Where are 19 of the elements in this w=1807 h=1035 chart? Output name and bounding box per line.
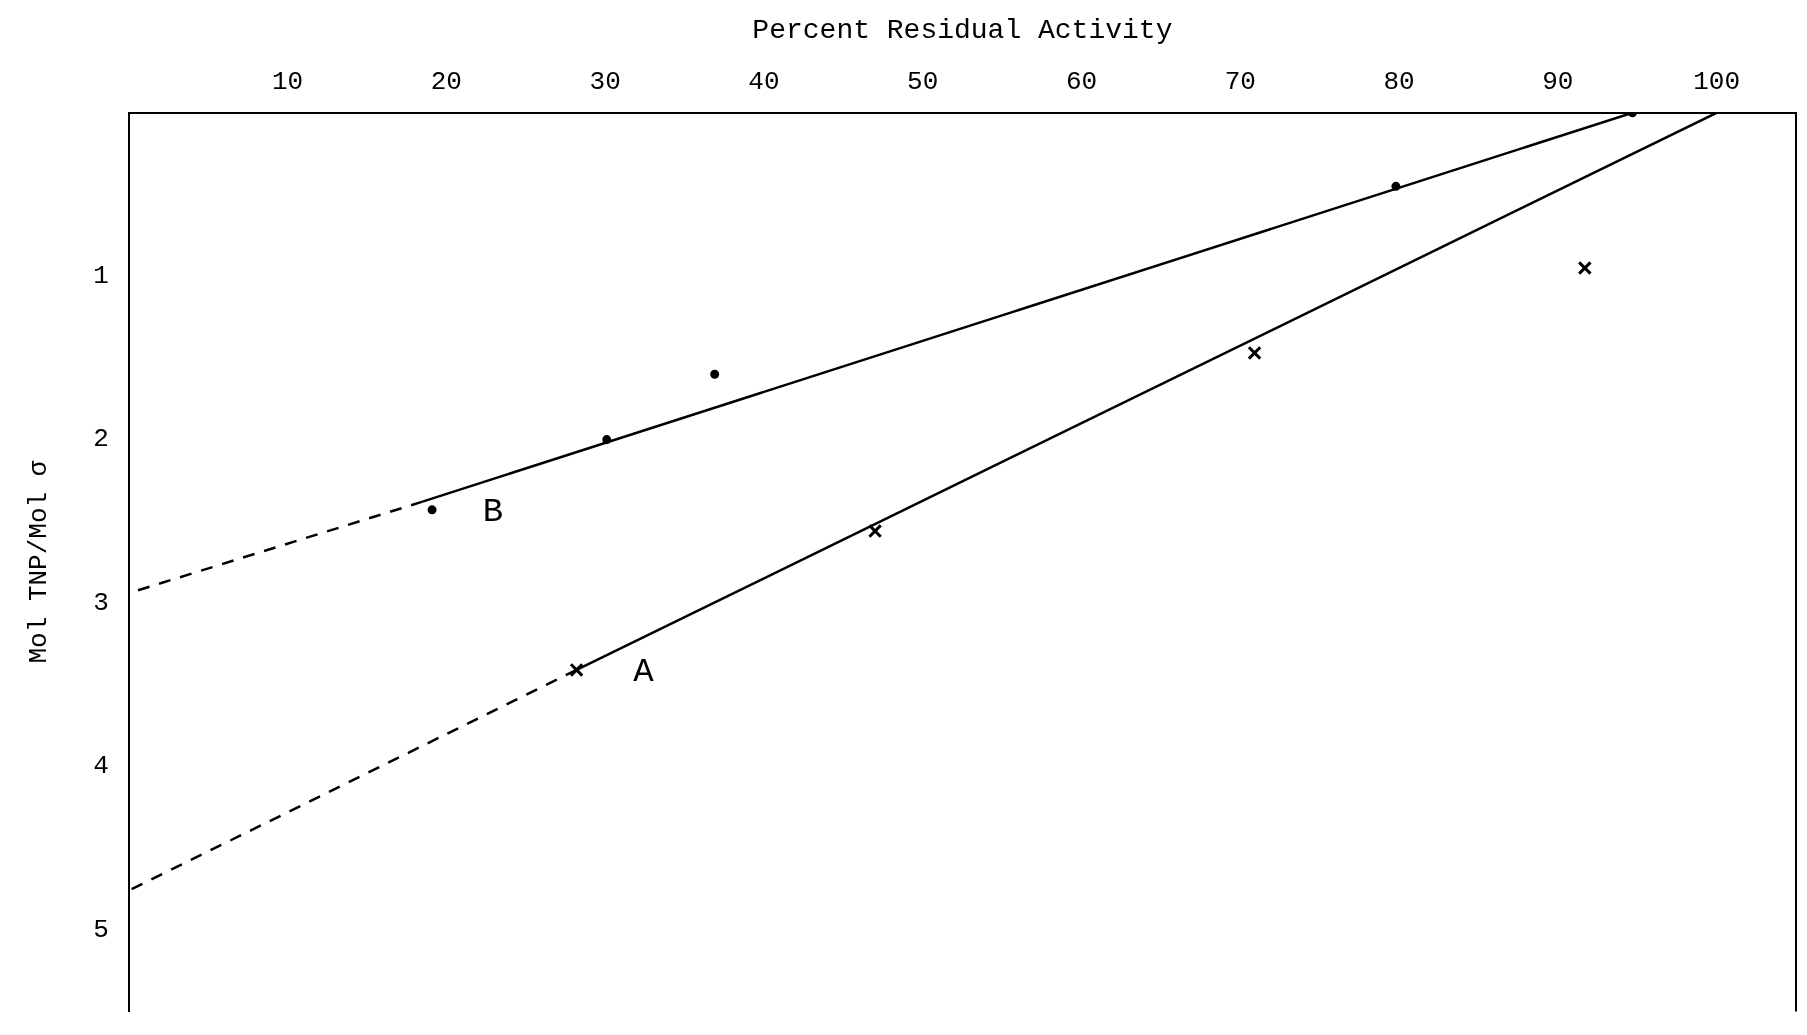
series-label: A	[633, 653, 655, 692]
y-tick-label: 1	[93, 261, 109, 292]
y-axis-title: Mol TNP/Mol σ	[24, 460, 55, 664]
y-tick-label: 2	[93, 424, 109, 455]
x-tick-label: 80	[1383, 67, 1415, 98]
y-tick-label: 5	[93, 914, 109, 945]
y-tick-label: 3	[93, 587, 109, 618]
y-tick-label: 4	[93, 751, 109, 782]
x-tick-label: 20	[430, 67, 462, 98]
x-tick-label: 10	[271, 67, 304, 98]
x-tick-label: 30	[589, 67, 621, 98]
x-tick-label: 90	[1542, 67, 1574, 98]
x-tick-label: 100	[1693, 67, 1741, 98]
x-tick-label: 70	[1224, 67, 1256, 98]
x-tick-label: 50	[907, 67, 939, 98]
x-axis-title: Percent Residual Activity	[752, 15, 1173, 47]
x-tick-label: 60	[1065, 67, 1098, 98]
x-tick-label: 40	[748, 67, 780, 98]
series-label: B	[482, 493, 504, 532]
